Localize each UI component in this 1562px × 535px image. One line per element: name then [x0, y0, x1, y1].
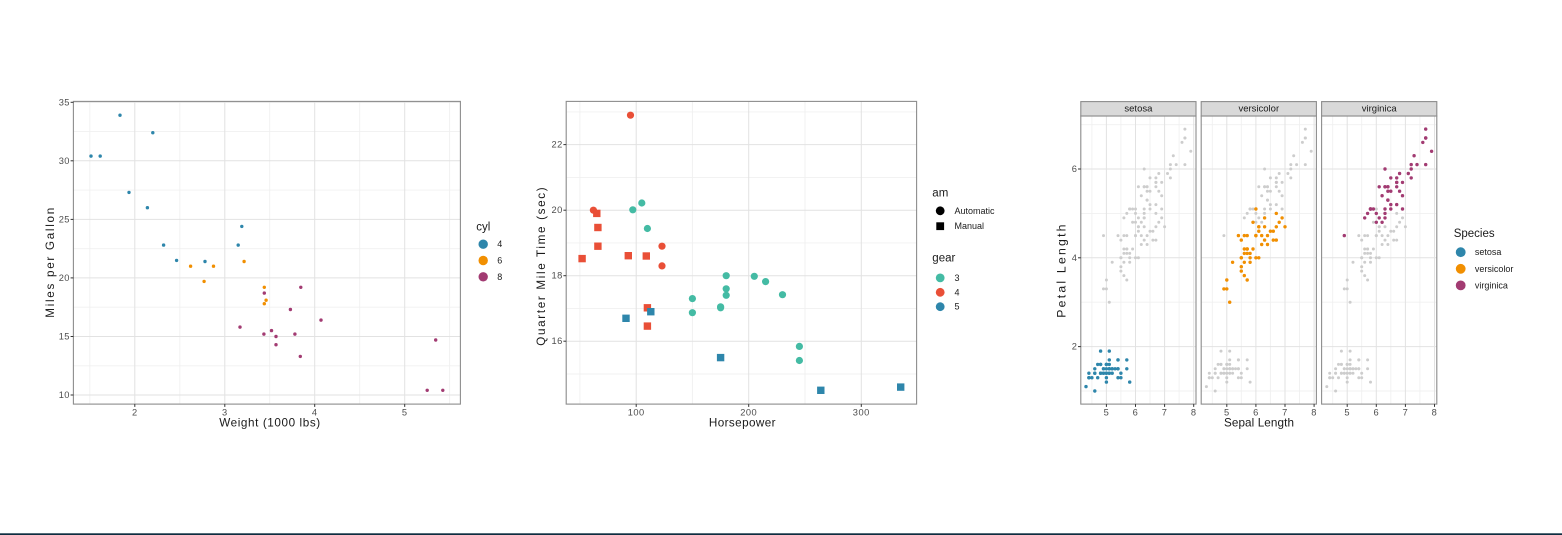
- svg-text:25: 25: [59, 214, 70, 224]
- svg-text:10: 10: [59, 390, 70, 400]
- svg-text:cyl: cyl: [476, 222, 490, 234]
- svg-text:5: 5: [402, 407, 408, 417]
- svg-text:5: 5: [1344, 407, 1350, 417]
- svg-text:4: 4: [497, 239, 502, 249]
- svg-text:gear: gear: [932, 252, 955, 264]
- svg-text:Sepal Length: Sepal Length: [1224, 416, 1294, 429]
- svg-text:6: 6: [1072, 164, 1078, 174]
- svg-text:am: am: [932, 188, 948, 200]
- svg-text:22: 22: [552, 140, 563, 150]
- svg-text:setosa: setosa: [1124, 103, 1153, 114]
- svg-text:Weight (1000 lbs): Weight (1000 lbs): [219, 417, 321, 430]
- svg-text:Horsepower: Horsepower: [709, 417, 776, 430]
- svg-text:20: 20: [59, 273, 70, 283]
- svg-text:4: 4: [955, 287, 960, 297]
- svg-text:100: 100: [628, 407, 645, 417]
- svg-text:6: 6: [497, 256, 502, 266]
- svg-text:versicolor: versicolor: [1475, 264, 1514, 274]
- svg-text:4: 4: [312, 407, 318, 417]
- svg-text:5: 5: [1104, 407, 1110, 417]
- svg-text:35: 35: [59, 97, 70, 107]
- svg-text:5: 5: [1224, 407, 1230, 417]
- svg-text:8: 8: [497, 272, 502, 282]
- svg-text:5: 5: [955, 302, 960, 312]
- svg-text:4: 4: [1072, 253, 1078, 263]
- svg-text:2: 2: [1072, 342, 1078, 352]
- svg-text:2: 2: [132, 407, 138, 417]
- svg-text:3: 3: [955, 273, 960, 283]
- svg-text:Automatic: Automatic: [955, 206, 996, 216]
- svg-text:6: 6: [1253, 407, 1259, 417]
- svg-text:15: 15: [59, 332, 70, 342]
- svg-text:200: 200: [740, 407, 757, 417]
- svg-text:Petal Length: Petal Length: [1055, 222, 1069, 317]
- svg-text:300: 300: [853, 407, 870, 417]
- svg-text:20: 20: [552, 205, 563, 215]
- svg-text:8: 8: [1311, 407, 1317, 417]
- svg-text:versicolor: versicolor: [1238, 103, 1279, 114]
- svg-text:7: 7: [1162, 407, 1168, 417]
- svg-text:6: 6: [1373, 407, 1379, 417]
- svg-text:6: 6: [1133, 407, 1139, 417]
- svg-text:setosa: setosa: [1475, 247, 1502, 257]
- svg-text:7: 7: [1403, 407, 1409, 417]
- svg-text:virginica: virginica: [1362, 103, 1398, 114]
- svg-text:Manual: Manual: [955, 221, 985, 231]
- svg-text:Miles per Gallon: Miles per Gallon: [44, 206, 57, 318]
- svg-text:Species: Species: [1454, 228, 1495, 240]
- svg-text:3: 3: [222, 407, 228, 417]
- svg-text:8: 8: [1432, 407, 1438, 417]
- svg-text:30: 30: [59, 156, 70, 166]
- svg-text:7: 7: [1282, 407, 1288, 417]
- svg-text:18: 18: [552, 271, 563, 281]
- svg-text:8: 8: [1191, 407, 1197, 417]
- svg-text:16: 16: [552, 336, 563, 346]
- svg-text:virginica: virginica: [1475, 280, 1508, 290]
- svg-text:Quarter Mile Time (sec): Quarter Mile Time (sec): [535, 186, 548, 346]
